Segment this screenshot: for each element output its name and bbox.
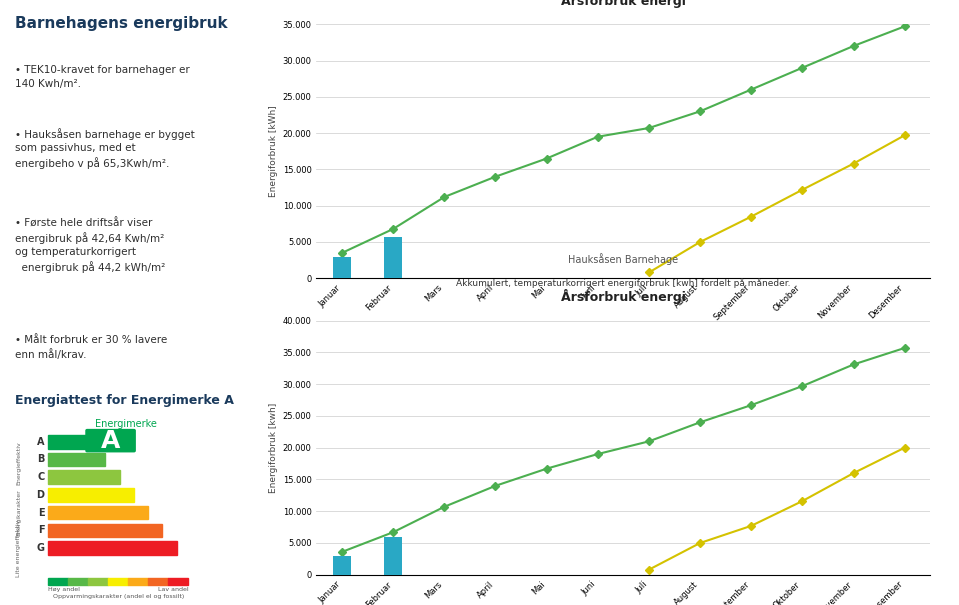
Text: A: A	[37, 437, 44, 446]
Y-axis label: Energiforbruk [kWh]: Energiforbruk [kWh]	[269, 105, 278, 197]
Text: Oppvarmingskarakter (andel el og fossilt): Oppvarmingskarakter (andel el og fossilt…	[53, 594, 184, 599]
Text: • TEK10-kravet for barnehager er
140 Kwh/m².: • TEK10-kravet for barnehager er 140 Kwh…	[15, 65, 190, 89]
Bar	[49, 506, 148, 520]
Text: Lite energieffektiv: Lite energieffektiv	[16, 519, 21, 577]
Text: • Første hele driftsår viser
energibruk på 42,64 Kwh/m²
og temperaturkorrigert
 : • Første hele driftsår viser energibruk …	[15, 218, 165, 273]
Text: Hauksåsen Barnehage: Hauksåsen Barnehage	[569, 253, 678, 265]
Bar	[108, 578, 129, 585]
Text: Akkumulert, temperaturkorrigert energiforbruk [kwh] fordelt på måneder.: Akkumulert, temperaturkorrigert energifo…	[456, 278, 790, 287]
Text: • Målt forbruk er 30 % lavere
enn mål/krav.: • Målt forbruk er 30 % lavere enn mål/kr…	[15, 335, 167, 360]
Text: F: F	[38, 525, 44, 535]
Bar	[49, 541, 176, 555]
Bar	[49, 470, 120, 484]
Bar	[88, 578, 108, 585]
Bar	[385, 537, 402, 575]
Text: Lav andel: Lav andel	[157, 587, 188, 592]
Bar	[129, 578, 148, 585]
Bar	[68, 578, 88, 585]
Bar	[49, 488, 134, 502]
Text: Energikarakter: Energikarakter	[16, 489, 21, 535]
Text: Høy andel: Høy andel	[49, 587, 81, 592]
Bar	[49, 523, 162, 537]
Bar	[385, 237, 402, 278]
Text: • Hauksåsen barnehage er bygget
som passivhus, med et
energibeho v på 65,3Kwh/m²: • Hauksåsen barnehage er bygget som pass…	[15, 128, 195, 169]
Text: G: G	[36, 543, 44, 553]
Title: Årsforbruk energi: Årsforbruk energi	[561, 0, 686, 8]
Text: A: A	[101, 428, 120, 453]
Text: B: B	[37, 454, 44, 465]
Title: Årsforbruk energi: Årsforbruk energi	[561, 289, 686, 304]
Bar	[148, 578, 168, 585]
Bar	[49, 578, 68, 585]
Bar	[49, 453, 105, 466]
Text: Energiattest for Energimerke A: Energiattest for Energimerke A	[15, 394, 234, 407]
Bar	[333, 257, 351, 278]
Legend: 2013, 2014, 2015: 2013, 2014, 2015	[523, 380, 724, 397]
Y-axis label: Energiforbruk [kwh]: Energiforbruk [kwh]	[269, 402, 278, 493]
Bar	[49, 435, 91, 448]
FancyBboxPatch shape	[86, 430, 135, 452]
Bar	[168, 578, 188, 585]
Text: Energimerke: Energimerke	[95, 419, 157, 430]
Text: C: C	[37, 472, 44, 482]
Text: E: E	[38, 508, 44, 518]
Text: D: D	[36, 490, 44, 500]
Text: Energieffektiv: Energieffektiv	[16, 442, 21, 485]
Bar	[333, 555, 351, 575]
Text: Barnehagens energibruk: Barnehagens energibruk	[15, 16, 227, 31]
